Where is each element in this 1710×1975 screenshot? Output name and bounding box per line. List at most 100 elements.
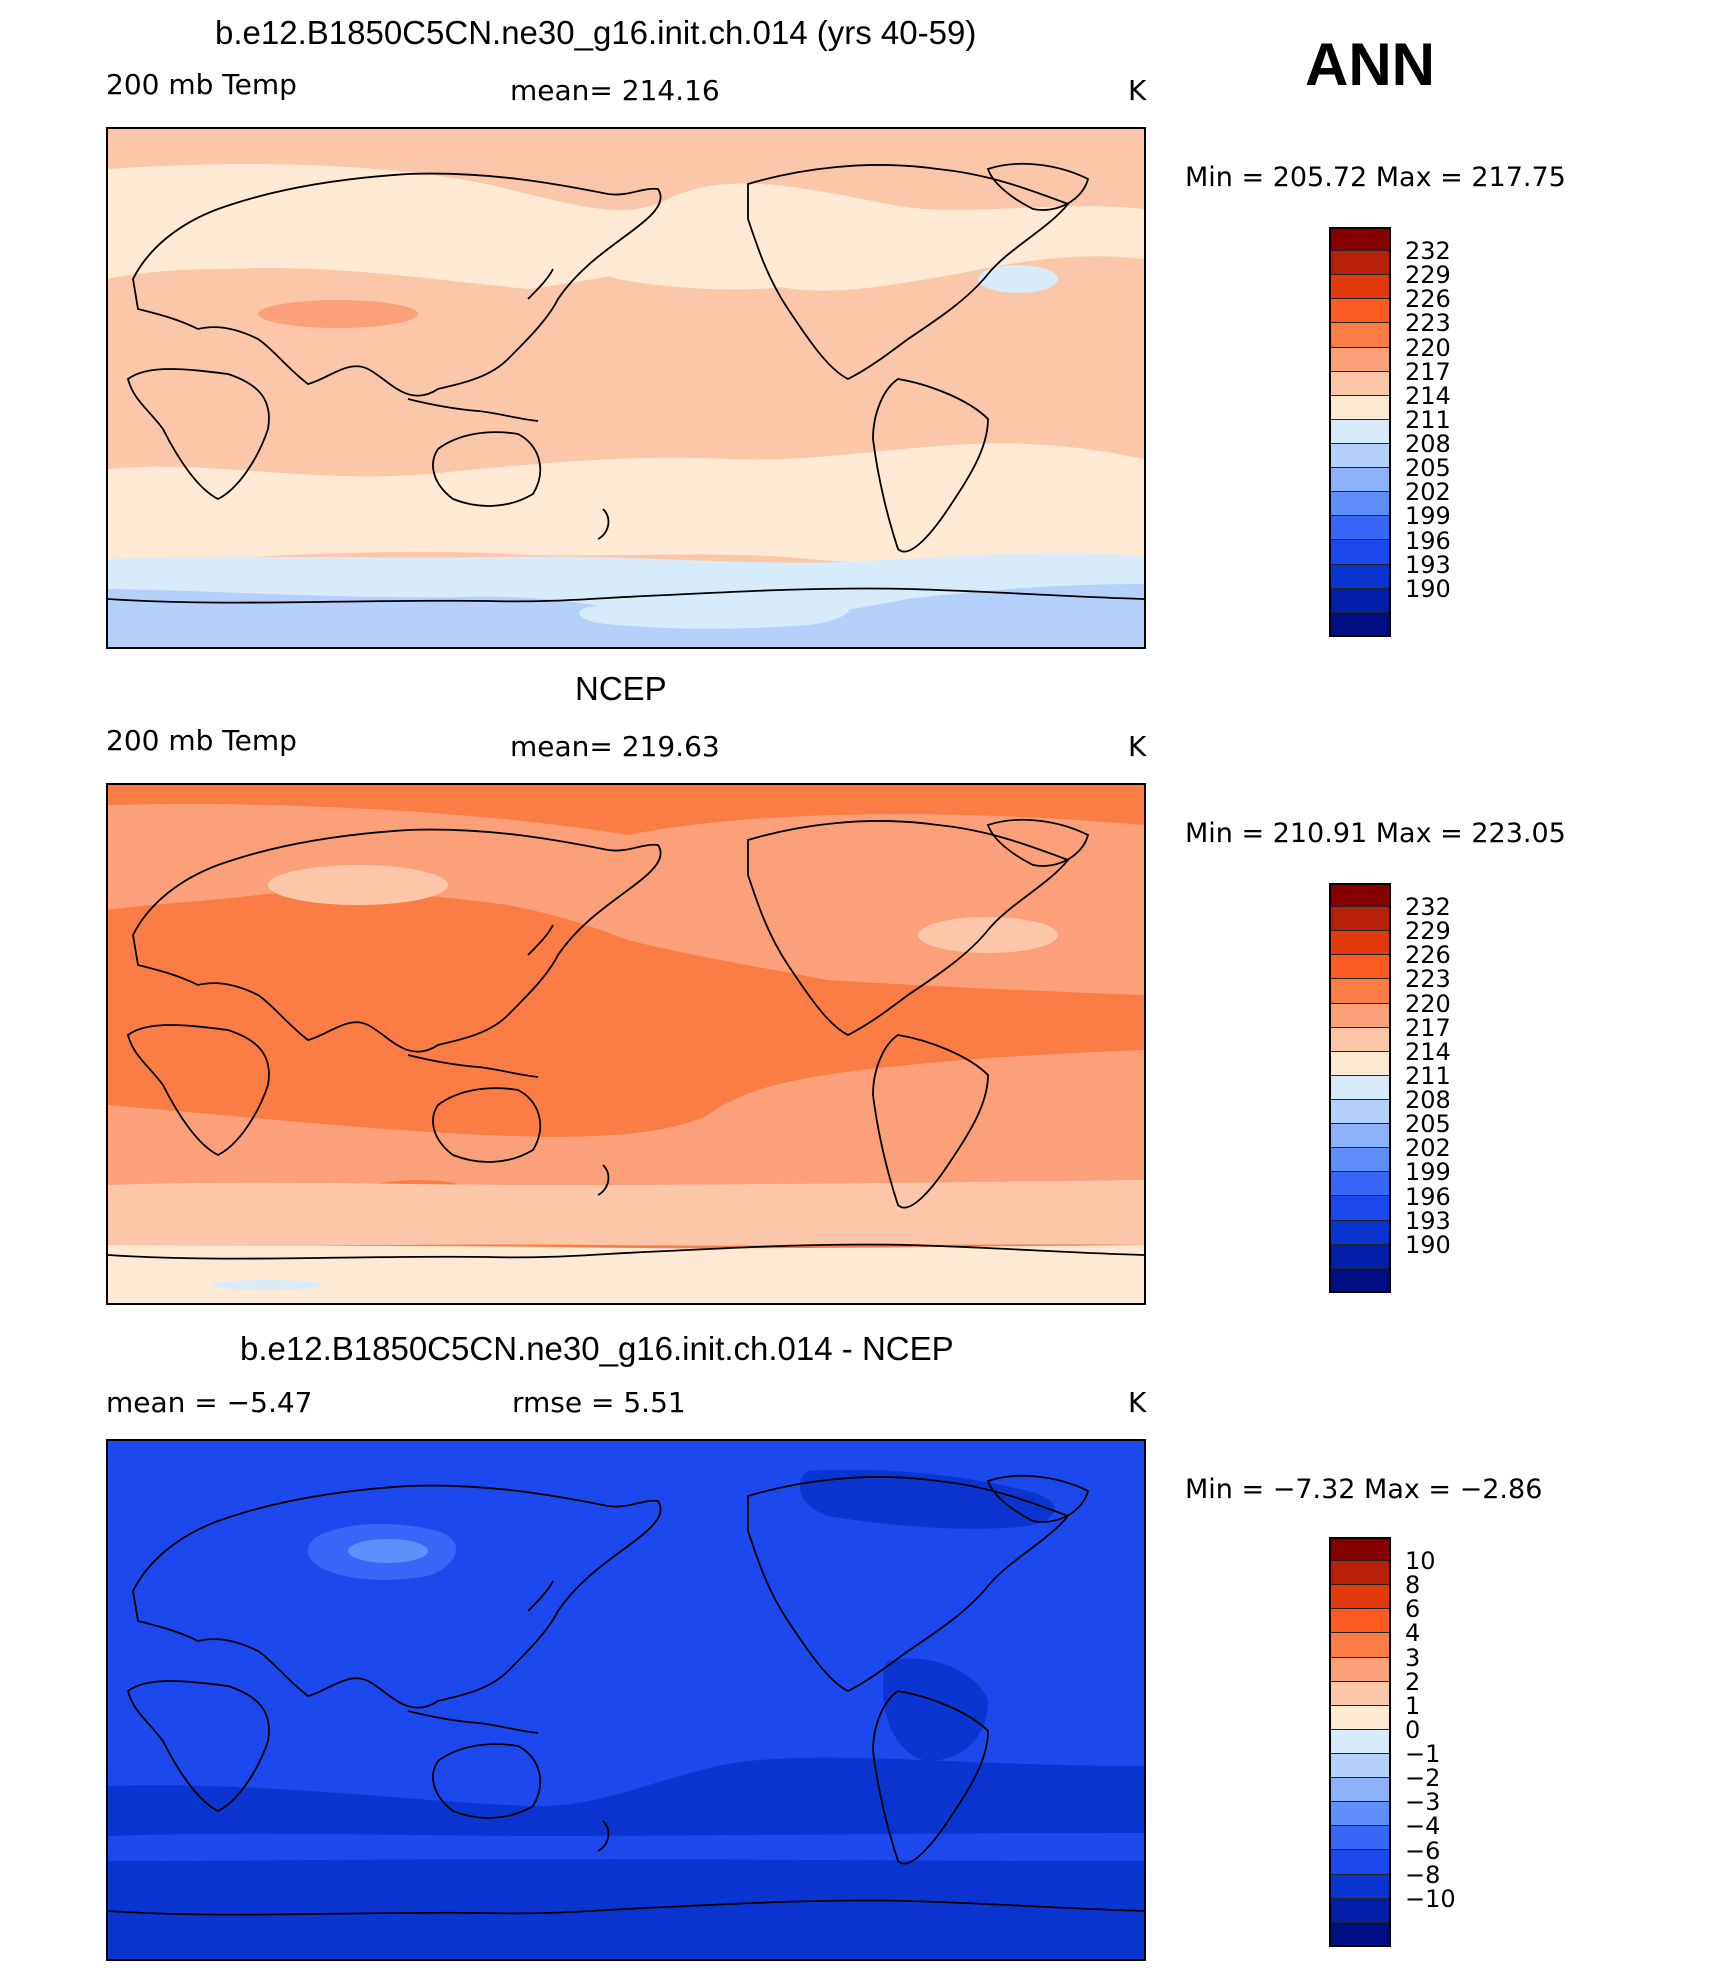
- panel-2-map: [106, 783, 1146, 1305]
- colorbar-swatch: [1329, 955, 1391, 980]
- colorbar-tick-label: −2: [1405, 1764, 1441, 1793]
- colorbar-swatch: [1329, 1003, 1391, 1028]
- p2-coast-africa: [126, 1024, 270, 1157]
- colorbar-tick-label: 211: [1405, 1061, 1451, 1090]
- p3-fill-sa-dark: [883, 1658, 988, 1761]
- colorbar-tick-label: 208: [1405, 430, 1451, 459]
- p3-fill-sh-base-band: [108, 1833, 1144, 1861]
- colorbar-swatch: [1329, 1657, 1391, 1682]
- colorbar-swatch: [1329, 1051, 1391, 1076]
- p2-fill-sh-mid: [108, 1050, 1144, 1206]
- colorbar-tick-label: −6: [1405, 1836, 1441, 1865]
- p3-coast-south-america: [872, 1690, 989, 1865]
- colorbar-tick-label: 199: [1405, 1158, 1451, 1187]
- colorbar-swatch: [1329, 1705, 1391, 1730]
- p3-coast-japan: [527, 1580, 554, 1612]
- p1-coast-north-america: [747, 164, 1070, 381]
- colorbar-swatch: [1329, 1196, 1391, 1221]
- p3-fill-tibet-lighter: [348, 1539, 428, 1563]
- colorbar-tick-label: 220: [1405, 333, 1451, 362]
- p1-coastlines: [108, 162, 1144, 604]
- colorbar-tick-label: 202: [1405, 478, 1451, 507]
- p1-coast-nz: [597, 508, 610, 540]
- colorbar-swatch: [1329, 323, 1391, 348]
- colorbar-swatch: [1329, 1268, 1391, 1293]
- p1-fill-north-band: [108, 164, 1144, 291]
- colorbar-tick-label: 208: [1405, 1086, 1451, 1115]
- colorbar-swatch: [1329, 1778, 1391, 1803]
- p2-fill-siberia-high: [268, 865, 448, 905]
- p2-coast-antarctica: [108, 1243, 1144, 1260]
- colorbar-tick-label: 196: [1405, 1182, 1451, 1211]
- p1-fill-tibet-warm: [258, 300, 418, 328]
- colorbar-swatch: [1329, 1609, 1391, 1634]
- p3-coast-north-america: [747, 1476, 1070, 1693]
- p2-coastlines: [108, 818, 1144, 1260]
- colorbar-swatch: [1329, 1681, 1391, 1706]
- p3-fill-na-dark: [799, 1469, 1055, 1529]
- colorbar-swatch: [1329, 883, 1391, 908]
- colorbar-tick-label: 6: [1405, 1595, 1421, 1624]
- colorbar-tick-label: 0: [1405, 1715, 1421, 1744]
- colorbar-tick-label: 8: [1405, 1571, 1421, 1600]
- colorbar-tick-label: 193: [1405, 1206, 1451, 1235]
- p1-coast-eurasia: [132, 172, 662, 397]
- colorbar-tick-label: 196: [1405, 526, 1451, 555]
- colorbar-swatch: [1329, 1075, 1391, 1100]
- colorbar-tick-label: 232: [1405, 893, 1451, 922]
- p3-coast-nz: [597, 1820, 610, 1852]
- colorbar-swatch: [1329, 1537, 1391, 1562]
- panel-1-variable-label: 200 mb Temp: [106, 68, 297, 101]
- colorbar-tick-label: 1: [1405, 1691, 1421, 1720]
- panel-1-title: b.e12.B1850C5CN.ne30_g16.init.ch.014 (yr…: [215, 14, 977, 51]
- colorbar-swatch: [1329, 1826, 1391, 1851]
- colorbar-tick-label: 232: [1405, 237, 1451, 266]
- panel-1-colorbar: [1329, 227, 1391, 637]
- colorbar-tick-label: −4: [1405, 1812, 1441, 1841]
- p2-coast-australia: [432, 1087, 542, 1163]
- p2-fill-subpolar: [108, 1180, 1144, 1250]
- p2-fill-antarctic-cool: [213, 1280, 323, 1290]
- colorbar-tick-label: −8: [1405, 1860, 1441, 1889]
- colorbar-tick-label: 214: [1405, 1037, 1451, 1066]
- colorbar-tick-label: 3: [1405, 1643, 1421, 1672]
- p2-coast-south-america: [872, 1034, 989, 1209]
- colorbar-tick-label: −3: [1405, 1788, 1441, 1817]
- colorbar-swatch: [1329, 227, 1391, 252]
- colorbar-swatch: [1329, 1753, 1391, 1779]
- colorbar-tick-label: 4: [1405, 1619, 1421, 1648]
- p2-coast-greenland: [986, 818, 1090, 867]
- colorbar-swatch: [1329, 299, 1391, 324]
- panel-1-mean-label: mean= 214.16: [510, 74, 720, 107]
- colorbar-swatch: [1329, 1561, 1391, 1586]
- p2-coast-nz: [597, 1164, 610, 1196]
- colorbar-swatch: [1329, 1099, 1391, 1125]
- p2-coast-indonesia: [407, 1054, 539, 1078]
- colorbar-swatch: [1329, 419, 1391, 444]
- p3-coast-indonesia: [407, 1710, 539, 1734]
- colorbar-swatch: [1329, 1172, 1391, 1197]
- p1-coast-south-america: [872, 378, 989, 553]
- colorbar-tick-label: 190: [1405, 1230, 1451, 1259]
- colorbar-tick-label: 2: [1405, 1667, 1421, 1696]
- p1-fill-antarctic-light: [579, 596, 850, 629]
- colorbar-swatch: [1329, 979, 1391, 1004]
- panel-3-title: b.e12.B1850C5CN.ne30_g16.init.ch.014 - N…: [240, 1330, 954, 1367]
- p1-fill-pacific-cool: [601, 236, 850, 290]
- p3-coast-australia: [432, 1743, 542, 1819]
- colorbar-swatch: [1329, 492, 1391, 517]
- panel-3-rmse-label: rmse = 5.51: [512, 1386, 686, 1419]
- colorbar-swatch: [1329, 371, 1391, 396]
- panel-2-units: K: [1128, 730, 1147, 763]
- p2-coast-eurasia: [132, 828, 662, 1053]
- colorbar-tick-label: 229: [1405, 261, 1451, 290]
- colorbar-swatch: [1329, 907, 1391, 932]
- p1-fill-sh-band: [108, 443, 1144, 563]
- colorbar-swatch: [1329, 1220, 1391, 1245]
- colorbar-swatch: [1329, 1124, 1391, 1149]
- panel-3-colorbar: [1329, 1537, 1391, 1947]
- panel-1-units: K: [1128, 74, 1147, 107]
- colorbar-swatch: [1329, 516, 1391, 541]
- colorbar-tick-label: 214: [1405, 381, 1451, 410]
- colorbar-swatch: [1329, 612, 1391, 637]
